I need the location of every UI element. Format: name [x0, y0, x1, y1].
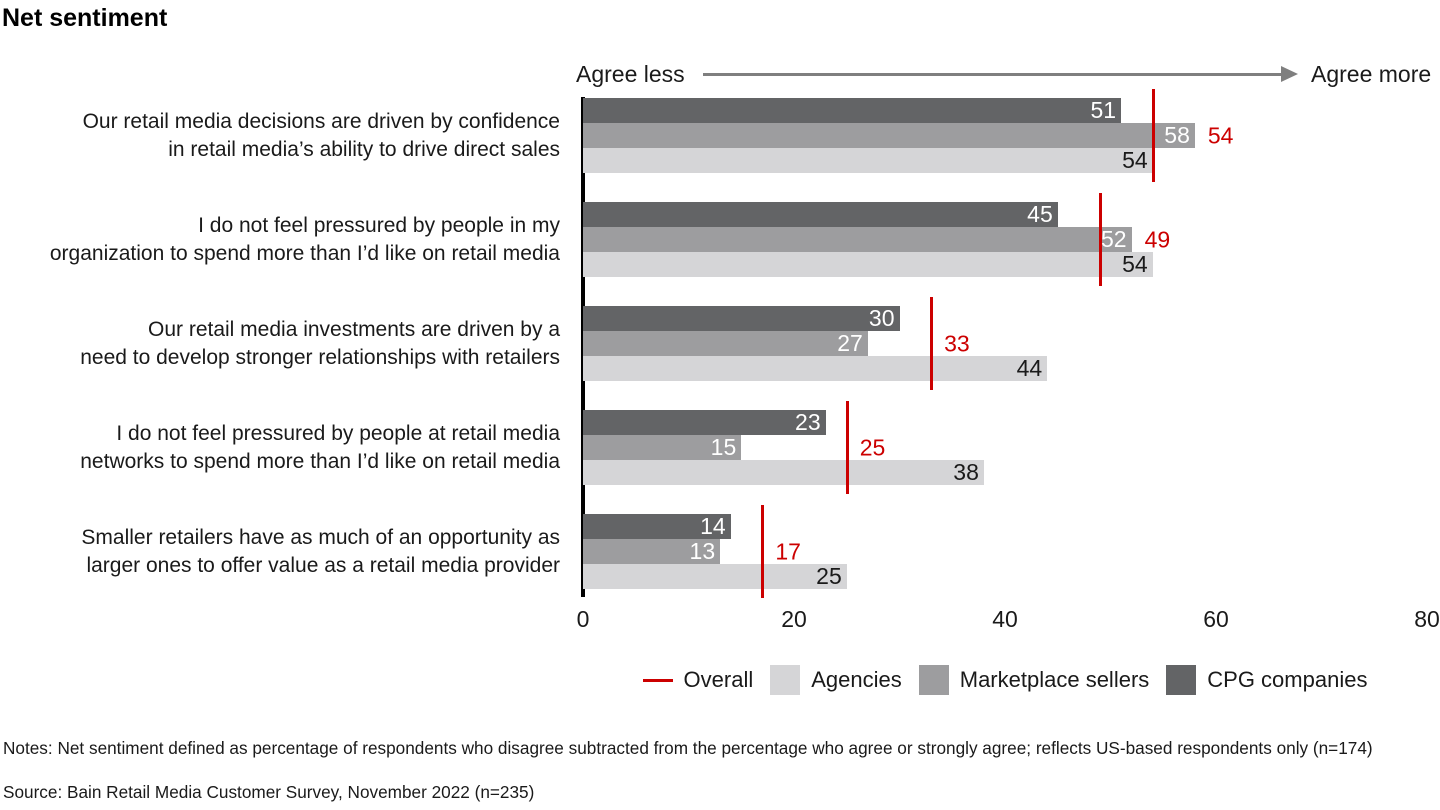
category-label-line: in retail media’s ability to drive direc…: [168, 137, 560, 161]
bar-cpg-companies: 14: [583, 514, 731, 539]
overall-line: [1151, 89, 1155, 182]
category-label: Our retail media investments are driven …: [20, 316, 560, 372]
bar-value-label: 54: [1122, 251, 1148, 277]
category-label: Our retail media decisions are driven by…: [20, 108, 560, 164]
legend-swatch-icon: [1166, 665, 1197, 695]
bar-marketplace-sellers: 15: [583, 434, 742, 460]
agree-more-label: Agree more: [1311, 61, 1432, 87]
source-text: Source: Bain Retail Media Customer Surve…: [3, 782, 535, 802]
bar-marketplace-sellers: 52: [583, 227, 1132, 252]
bar-cpg-companies: 45: [583, 202, 1058, 227]
category-label-line: Our retail media decisions are driven by…: [82, 109, 560, 133]
legend-item-agencies: Agencies: [770, 665, 902, 695]
overall-line: [845, 401, 849, 494]
overall-value-label: 25: [859, 434, 886, 460]
legend: Overall Agencies Marketplace sellers CPG co…: [583, 665, 1427, 695]
category-label: Smaller retailers have as much of an opp…: [20, 524, 560, 580]
x-axis-tick-label: 0: [576, 606, 590, 632]
legend-label: Agencies: [811, 667, 902, 692]
category-label: I do not feel pressured by people at ret…: [20, 420, 560, 476]
x-axis-tick-label: 20: [781, 606, 807, 632]
bar-value-label: 25: [816, 563, 842, 589]
bar-value-label: 52: [1101, 226, 1127, 252]
bar-value-label: 58: [1164, 122, 1190, 148]
bar-agencies: 38: [583, 460, 984, 485]
legend-line-marker-icon: [642, 678, 673, 682]
bar-value-label: 45: [1027, 201, 1053, 227]
overall-line: [761, 505, 765, 598]
bar-value-label: 51: [1090, 97, 1117, 123]
legend-swatch-icon: [770, 665, 801, 695]
bar-marketplace-sellers: 58: [583, 123, 1195, 148]
bar-value-label: 15: [710, 434, 737, 460]
bar-cpg-companies: 51: [583, 97, 1122, 123]
bar-agencies: 44: [583, 355, 1048, 381]
category-label-line: need to develop stronger relationships w…: [80, 345, 560, 369]
chart-title: Net sentiment: [2, 4, 168, 32]
bar-cpg-companies: 23: [583, 410, 826, 435]
bar-cpg-companies: 30: [583, 306, 900, 331]
legend-swatch-icon: [918, 665, 949, 695]
bar-value-label: 54: [1122, 147, 1148, 173]
category-label: I do not feel pressured by people in my o…: [20, 212, 560, 268]
direction-arrow-head-icon: [1281, 66, 1298, 82]
overall-value-label: 49: [1144, 226, 1171, 252]
overall-value-label: 54: [1207, 122, 1234, 148]
legend-item-marketplace-sellers: Marketplace sellers: [918, 665, 1150, 695]
legend-item-cpg-companies: CPG companies: [1166, 665, 1367, 695]
bar-value-label: 30: [868, 305, 895, 331]
bar-value-label: 38: [953, 459, 979, 485]
category-label-line: organization to spend more than I’d like…: [49, 241, 560, 265]
bar-marketplace-sellers: 13: [583, 538, 721, 564]
category-label-line: larger ones to offer value as a retail m…: [86, 553, 560, 577]
category-label-line: I do not feel pressured by people in my: [198, 213, 560, 237]
overall-value-label: 17: [775, 538, 801, 564]
legend-label: CPG companies: [1207, 667, 1368, 692]
legend-label: Marketplace sellers: [959, 667, 1150, 692]
category-label-line: Smaller retailers have as much of an opp…: [81, 525, 560, 549]
category-label-line: I do not feel pressured by people at ret…: [116, 421, 560, 445]
x-axis-tick-label: 60: [1203, 606, 1229, 632]
legend-item-overall: Overall: [642, 667, 754, 693]
notes-text: Notes: Net sentiment defined as percenta…: [3, 738, 1373, 758]
x-axis-tick-label: 40: [992, 606, 1018, 632]
bar-value-label: 23: [795, 409, 821, 435]
category-label-line: Our retail media investments are driven …: [147, 317, 560, 341]
bar-value-label: 14: [700, 513, 726, 539]
category-label-line: networks to spend more than I’d like on …: [80, 449, 560, 473]
direction-arrow-line: [703, 73, 1283, 76]
bar-value-label: 13: [689, 538, 716, 564]
bar-agencies: 54: [583, 148, 1153, 173]
bar-value-label: 27: [837, 330, 863, 356]
bar-marketplace-sellers: 27: [583, 331, 868, 356]
overall-value-label: 33: [944, 330, 970, 356]
overall-line: [1098, 193, 1102, 286]
overall-line: [930, 297, 934, 390]
x-axis-tick-label: 80: [1414, 606, 1440, 632]
agree-less-label: Agree less: [576, 61, 685, 87]
legend-label: Overall: [683, 667, 754, 692]
bar-value-label: 44: [1016, 355, 1043, 381]
bar-agencies: 54: [583, 252, 1153, 277]
bar-agencies: 25: [583, 564, 847, 589]
